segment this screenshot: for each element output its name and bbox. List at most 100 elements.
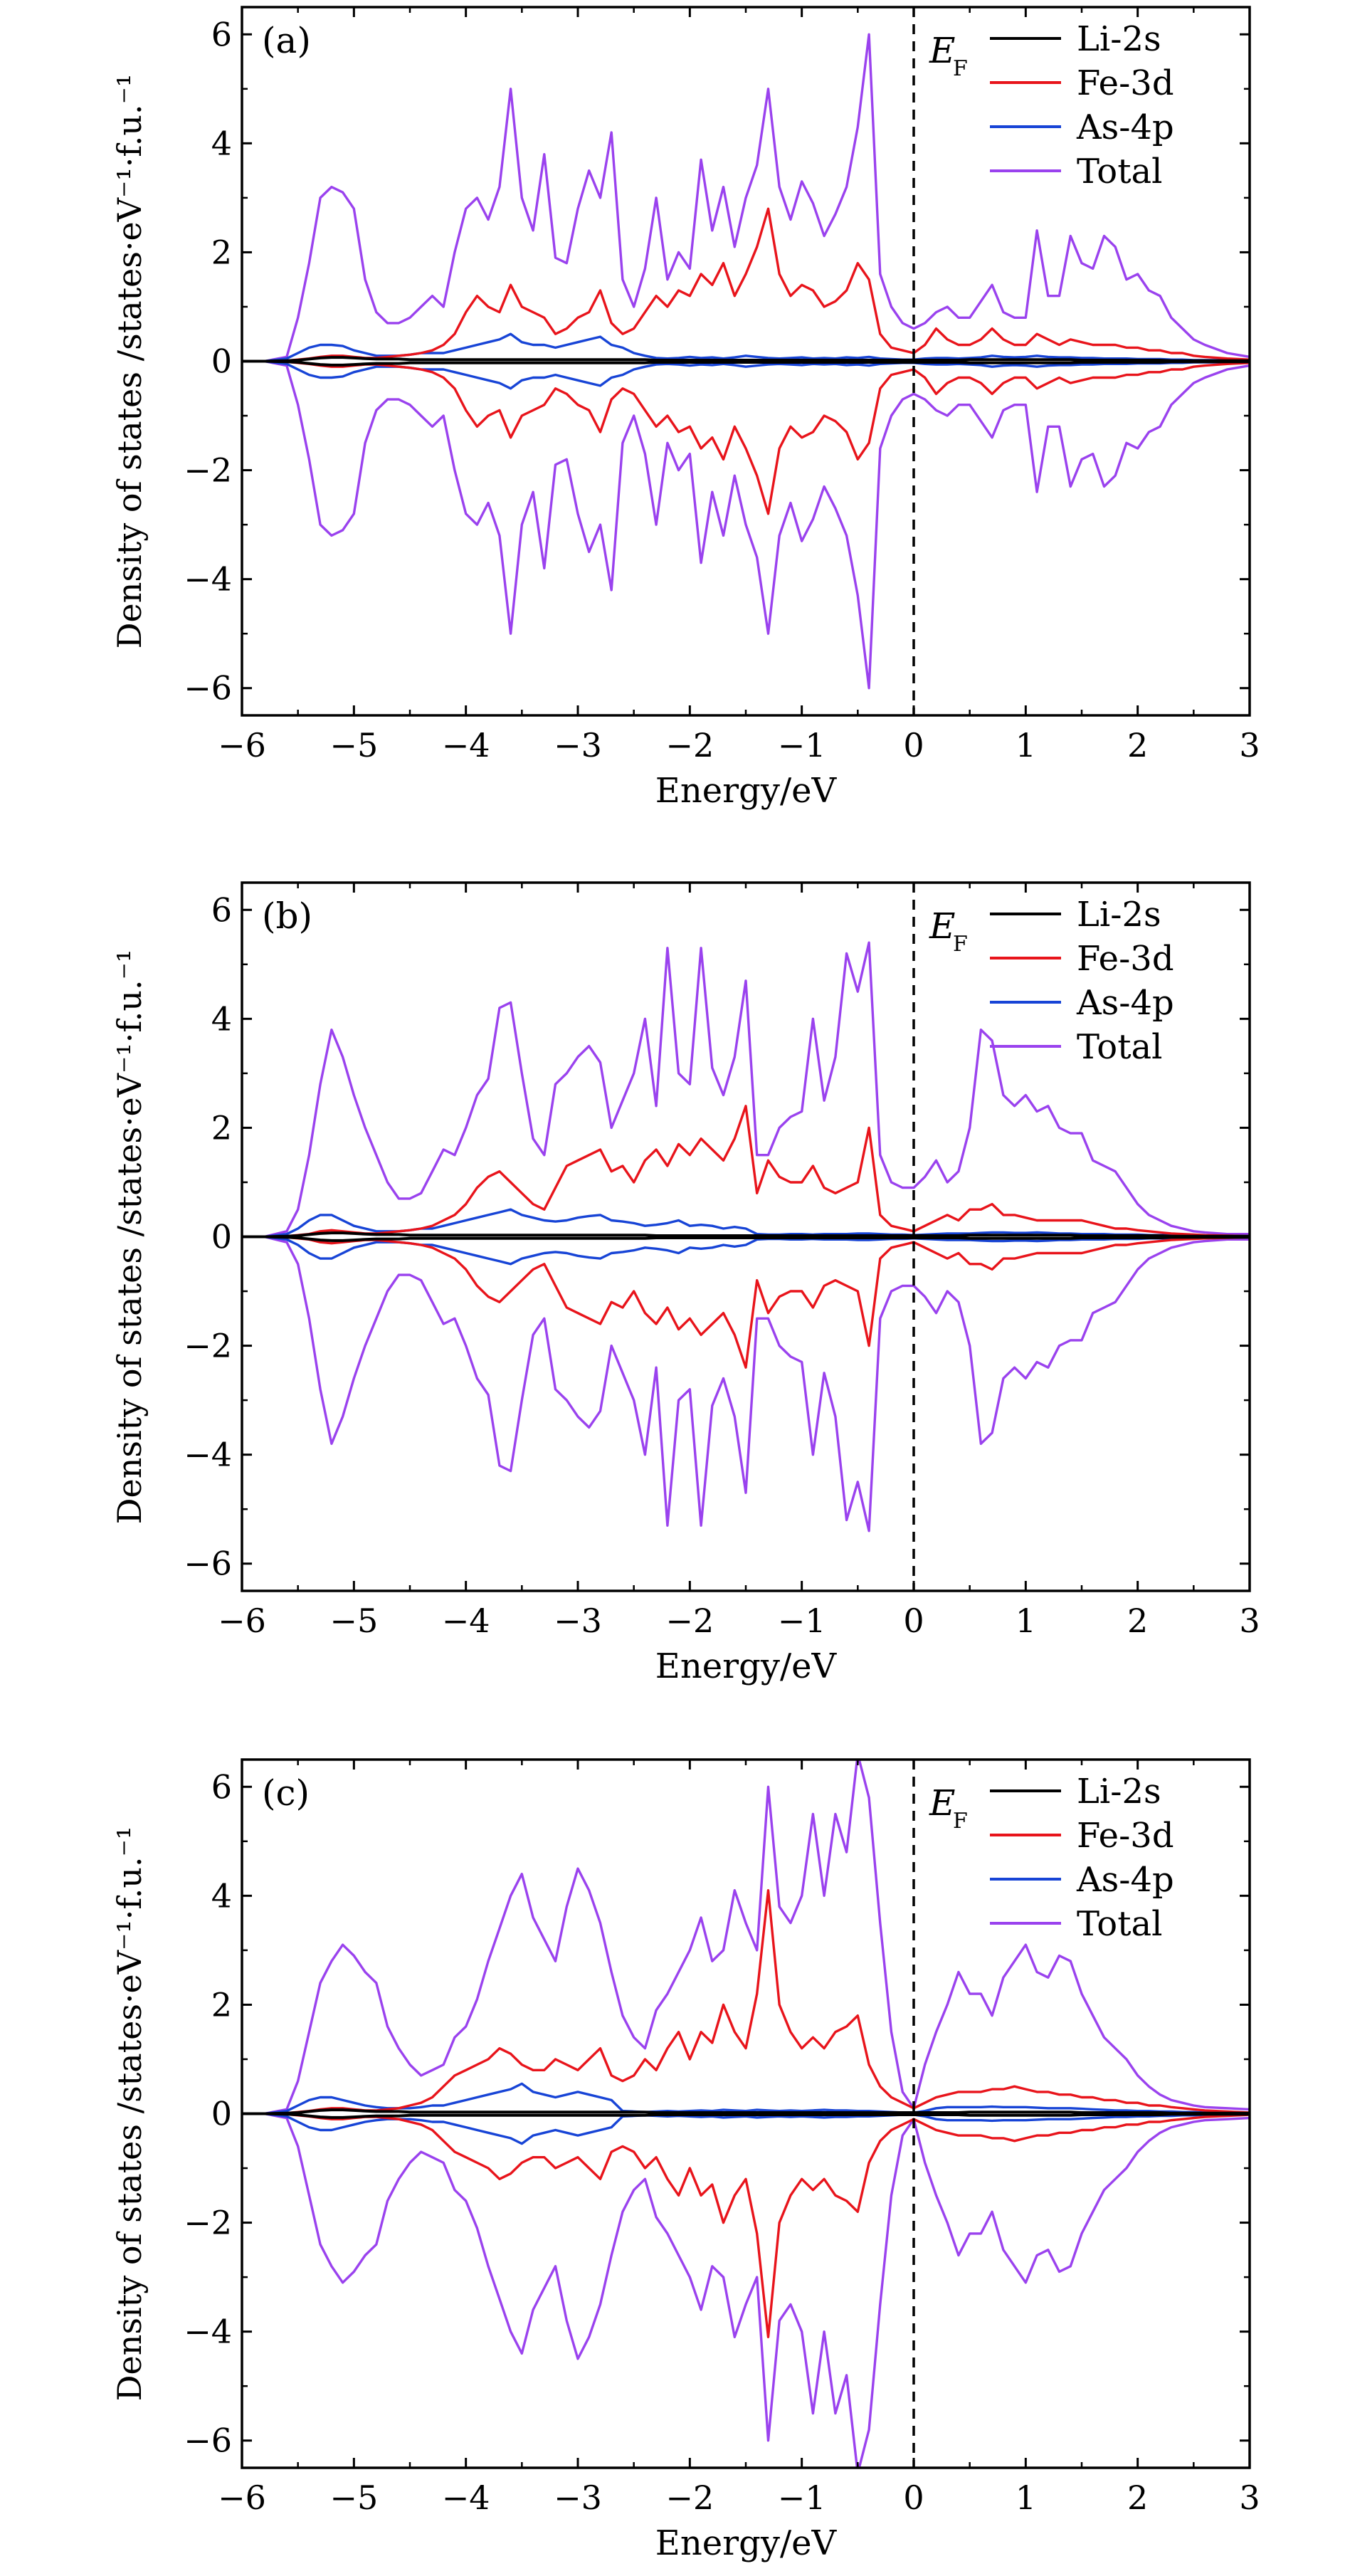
legend-label: Li-2s (1077, 1772, 1161, 1812)
x-tick-label: 0 (903, 2478, 924, 2517)
series-li-2s-spin-down (242, 2112, 1250, 2119)
panel-c: −6 −5 −4 −3 −2 −1 0 1 2 3 −6 −4 −2 0 2 4 6 Energy/eV Densi… (110, 1758, 1260, 2563)
x-tick-label: −6 (218, 2478, 266, 2517)
curves (242, 33, 1250, 690)
y-tick-label: −4 (184, 1436, 232, 1474)
series-total-spin-up (242, 1760, 1250, 2115)
x-tick-label: −2 (665, 2478, 714, 2517)
fermi-level-label-subscript: F (953, 56, 968, 81)
x-tick-label: −3 (554, 2478, 602, 2517)
x-tick-label: 3 (1239, 1602, 1260, 1640)
series-total-spin-down (242, 1235, 1250, 1533)
series-fe-3d-spin-up (242, 1888, 1250, 2115)
x-tick-label: 3 (1239, 2478, 1260, 2517)
x-tick-label: −2 (665, 1602, 714, 1640)
series-fe-3d-spin-up (242, 1105, 1250, 1239)
y-tick-label: 2 (211, 1108, 232, 1147)
y-tick-label: −6 (184, 2422, 232, 2460)
fermi-level-label-subscript: F (953, 932, 968, 957)
x-tick-label: −5 (329, 726, 378, 764)
x-tick-label: −2 (665, 726, 714, 764)
y-tick-label: 6 (211, 15, 232, 53)
legend-label: Fe-3d (1077, 63, 1174, 103)
x-axis-label: Energy/eV (655, 2523, 838, 2563)
x-tick-label: −4 (442, 726, 490, 764)
legend-label: As-4p (1076, 107, 1174, 147)
x-axis-label: Energy/eV (655, 1646, 838, 1686)
series-as-4p-spin-down (242, 2112, 1250, 2145)
y-tick-label: 0 (211, 2095, 232, 2133)
x-tick-label: 3 (1239, 726, 1260, 764)
x-axis-label: Energy/eV (655, 771, 838, 811)
legend-label: Total (1077, 152, 1162, 191)
series-fe-3d-spin-up (242, 207, 1250, 363)
series-li-2s-spin-up (242, 2108, 1250, 2115)
series-total-spin-down (242, 359, 1250, 690)
y-tick-label: −2 (184, 2204, 232, 2242)
x-tick-label: 2 (1127, 2478, 1148, 2517)
x-tick-label: 1 (1016, 2478, 1036, 2517)
series-total-spin-up (242, 941, 1250, 1239)
series-as-4p-spin-up (242, 2082, 1250, 2115)
y-tick-label: −2 (184, 1327, 232, 1365)
legend-label: Fe-3d (1077, 939, 1174, 979)
fermi-level-label-subscript: F (953, 1809, 968, 1834)
y-tick-label: −6 (184, 1545, 232, 1583)
x-tick-label: −1 (778, 2478, 826, 2517)
x-tick-label: −6 (218, 1602, 266, 1640)
x-tick-label: −1 (778, 726, 826, 764)
y-tick-label: −4 (184, 2313, 232, 2351)
x-tick-label: −3 (554, 726, 602, 764)
y-tick-label: 0 (211, 1218, 232, 1256)
curves (242, 1760, 1250, 2468)
panel-b: −6 −5 −4 −3 −2 −1 0 1 2 3 −6 −4 −2 0 2 4 6 Energy/eV Densi… (110, 881, 1260, 1686)
y-tick-label: 6 (211, 890, 232, 929)
y-tick-label: −4 (184, 560, 232, 599)
legend-label: Total (1077, 1904, 1162, 1944)
legend-label: Li-2s (1077, 19, 1161, 59)
series-li-2s-spin-down (242, 359, 1250, 367)
y-axis-label: Density of states /states·eV⁻¹·f.u.⁻¹ (110, 74, 149, 649)
x-tick-label: −1 (778, 1602, 826, 1640)
legend-label: As-4p (1076, 1860, 1174, 1900)
y-tick-label: 4 (211, 124, 232, 162)
y-tick-label: −2 (184, 451, 232, 490)
series-fe-3d-spin-down (242, 359, 1250, 515)
x-tick-label: 1 (1016, 726, 1036, 764)
x-tick-label: 0 (903, 726, 924, 764)
panel-label: (a) (262, 20, 311, 61)
legend-label: Li-2s (1077, 895, 1161, 935)
x-tick-label: −5 (329, 2478, 378, 2517)
panel-a: −6 −5 −4 −3 −2 −1 0 1 2 3 −6 −4 −2 0 2 4 6 Energy/eV Densi… (110, 6, 1260, 811)
series-li-2s-spin-up (242, 356, 1250, 363)
y-tick-label: −6 (184, 669, 232, 708)
x-tick-label: 1 (1016, 1602, 1036, 1640)
fermi-level-label: E (929, 1782, 956, 1824)
series-total-spin-down (242, 2112, 1250, 2468)
x-tick-label: −3 (554, 1602, 602, 1640)
legend-label: Fe-3d (1077, 1816, 1174, 1856)
fermi-level-label: E (929, 905, 956, 947)
series-li-2s-spin-down (242, 1235, 1250, 1242)
y-tick-label: 6 (211, 1767, 232, 1806)
x-tick-label: 2 (1127, 1602, 1148, 1640)
series-li-2s-spin-up (242, 1231, 1250, 1239)
curves (242, 941, 1250, 1533)
series-fe-3d-spin-down (242, 1235, 1250, 1369)
y-tick-label: 2 (211, 1985, 232, 2024)
y-tick-label: 2 (211, 233, 232, 271)
panel-label: (b) (262, 895, 312, 937)
x-tick-label: −4 (442, 1602, 490, 1640)
y-tick-label: 0 (211, 342, 232, 381)
series-fe-3d-spin-down (242, 2112, 1250, 2339)
x-tick-label: −6 (218, 726, 266, 764)
legend-label: As-4p (1076, 983, 1174, 1023)
panel-label: (c) (262, 1772, 310, 1814)
legend-label: Total (1077, 1027, 1162, 1067)
series-total-spin-up (242, 33, 1250, 363)
fermi-level-label: E (929, 30, 956, 71)
